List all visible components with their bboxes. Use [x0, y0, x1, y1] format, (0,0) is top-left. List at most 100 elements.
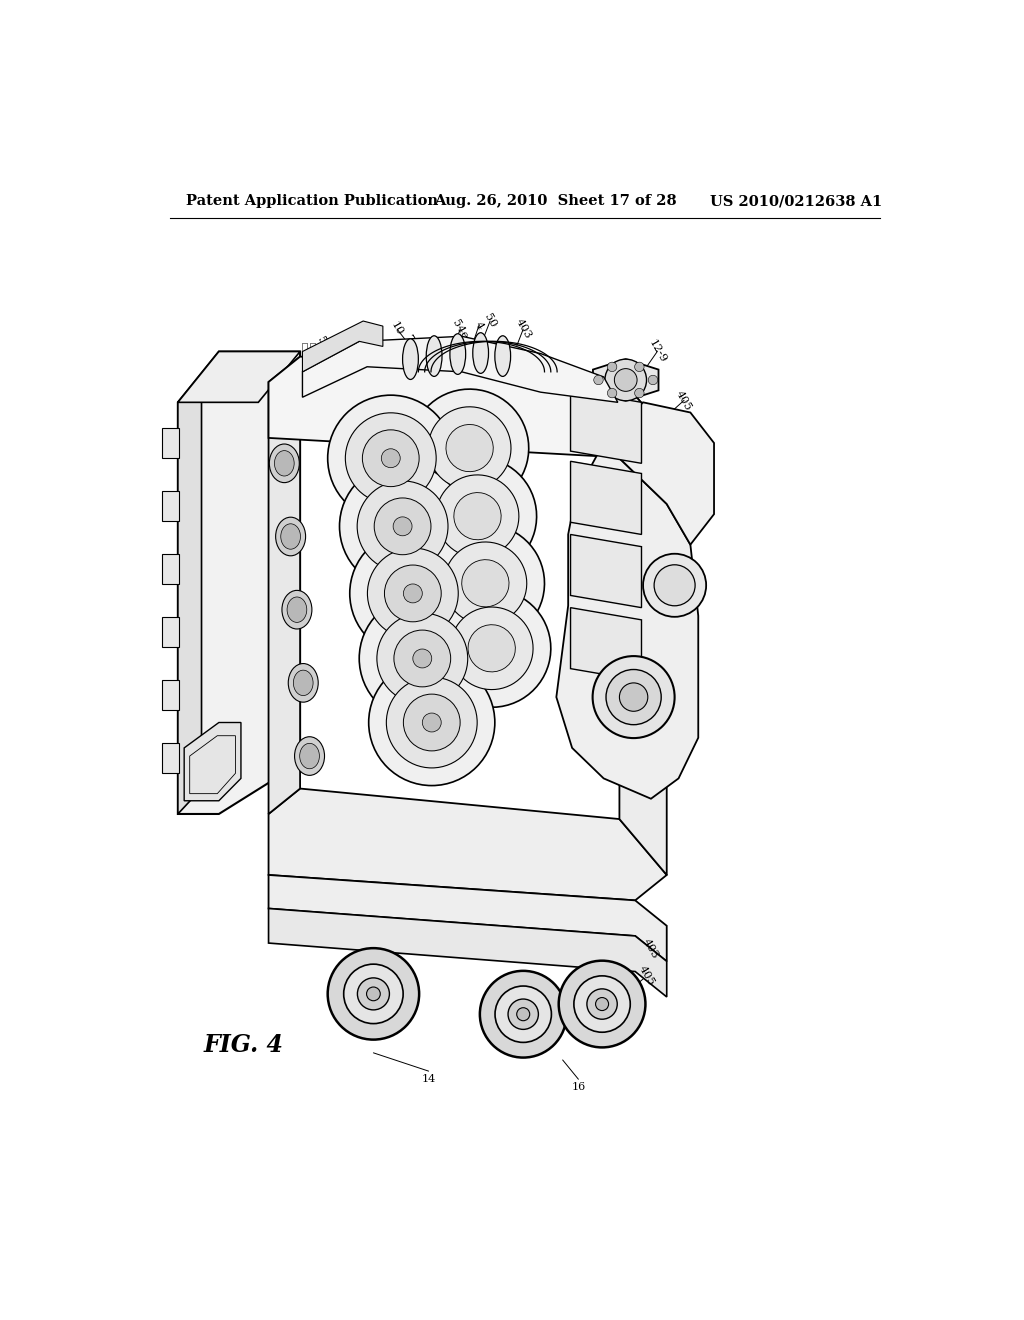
Text: 54e: 54e	[451, 318, 470, 341]
Circle shape	[403, 694, 460, 751]
Polygon shape	[302, 337, 617, 403]
Polygon shape	[302, 321, 383, 372]
Polygon shape	[556, 444, 698, 799]
Circle shape	[350, 531, 476, 656]
Circle shape	[648, 375, 657, 384]
Text: 14: 14	[422, 1074, 436, 1084]
Circle shape	[381, 449, 400, 467]
Circle shape	[367, 987, 380, 1001]
Circle shape	[606, 669, 662, 725]
Polygon shape	[268, 788, 667, 900]
Circle shape	[413, 649, 432, 668]
Polygon shape	[162, 743, 179, 774]
Circle shape	[620, 682, 648, 711]
Circle shape	[328, 948, 419, 1040]
Circle shape	[607, 388, 616, 397]
Polygon shape	[603, 403, 714, 545]
Polygon shape	[178, 351, 300, 403]
Ellipse shape	[428, 407, 511, 490]
Text: 54e: 54e	[672, 424, 690, 446]
Polygon shape	[162, 616, 179, 647]
Circle shape	[635, 362, 644, 372]
Polygon shape	[184, 722, 241, 801]
Circle shape	[422, 713, 441, 733]
Text: 403: 403	[514, 317, 532, 341]
Circle shape	[393, 517, 412, 536]
Circle shape	[654, 565, 695, 606]
Polygon shape	[593, 359, 658, 401]
Polygon shape	[162, 680, 179, 710]
Text: 400: 400	[373, 657, 392, 680]
Text: 400: 400	[357, 520, 377, 544]
Ellipse shape	[495, 335, 511, 376]
Polygon shape	[178, 351, 300, 814]
Text: 400: 400	[349, 451, 369, 475]
Ellipse shape	[281, 524, 300, 549]
Text: 54e: 54e	[652, 620, 672, 644]
Text: 405: 405	[664, 478, 683, 502]
Ellipse shape	[289, 664, 318, 702]
Ellipse shape	[451, 607, 534, 689]
Ellipse shape	[275, 517, 305, 556]
Text: 16: 16	[571, 1082, 586, 1093]
Circle shape	[328, 395, 454, 521]
Text: 12-9: 12-9	[646, 338, 668, 364]
Circle shape	[573, 975, 630, 1032]
Circle shape	[593, 656, 675, 738]
Circle shape	[386, 677, 477, 768]
Ellipse shape	[282, 590, 312, 630]
Circle shape	[559, 961, 645, 1047]
Circle shape	[635, 388, 644, 397]
Ellipse shape	[426, 335, 442, 376]
Circle shape	[394, 630, 451, 686]
Circle shape	[614, 368, 637, 391]
Text: 405: 405	[662, 564, 680, 587]
Ellipse shape	[269, 444, 299, 483]
Polygon shape	[268, 356, 300, 814]
Polygon shape	[570, 607, 641, 681]
Text: 405: 405	[637, 964, 656, 987]
Polygon shape	[162, 554, 179, 585]
Text: 50: 50	[315, 335, 331, 352]
Polygon shape	[268, 875, 667, 961]
Polygon shape	[570, 391, 641, 463]
Circle shape	[357, 978, 389, 1010]
Text: 10: 10	[389, 321, 404, 338]
Ellipse shape	[426, 524, 545, 643]
Polygon shape	[162, 491, 179, 521]
Text: FIG. 4: FIG. 4	[203, 1032, 283, 1057]
Ellipse shape	[287, 597, 307, 623]
Ellipse shape	[402, 339, 419, 379]
Polygon shape	[178, 378, 202, 814]
Circle shape	[517, 1007, 529, 1020]
Ellipse shape	[454, 492, 501, 540]
Circle shape	[384, 565, 441, 622]
Circle shape	[340, 463, 466, 590]
Ellipse shape	[450, 334, 466, 375]
Circle shape	[596, 998, 608, 1011]
Polygon shape	[570, 535, 641, 607]
Text: 400: 400	[366, 589, 385, 612]
Ellipse shape	[468, 624, 515, 672]
Circle shape	[480, 970, 566, 1057]
Text: 50: 50	[482, 313, 498, 330]
Text: Patent Application Publication: Patent Application Publication	[185, 194, 437, 209]
Polygon shape	[570, 461, 641, 535]
Ellipse shape	[446, 425, 494, 471]
Ellipse shape	[295, 737, 325, 775]
Circle shape	[495, 986, 551, 1043]
Ellipse shape	[436, 475, 519, 557]
Circle shape	[368, 548, 459, 639]
Circle shape	[344, 964, 403, 1023]
Ellipse shape	[473, 333, 488, 374]
Text: 403: 403	[655, 535, 675, 558]
Circle shape	[374, 498, 431, 554]
Ellipse shape	[432, 589, 551, 708]
Circle shape	[403, 583, 422, 603]
Circle shape	[359, 595, 485, 722]
Ellipse shape	[300, 743, 319, 768]
Ellipse shape	[274, 450, 294, 477]
Text: 4: 4	[473, 319, 485, 331]
Polygon shape	[268, 908, 667, 997]
Ellipse shape	[411, 389, 528, 507]
